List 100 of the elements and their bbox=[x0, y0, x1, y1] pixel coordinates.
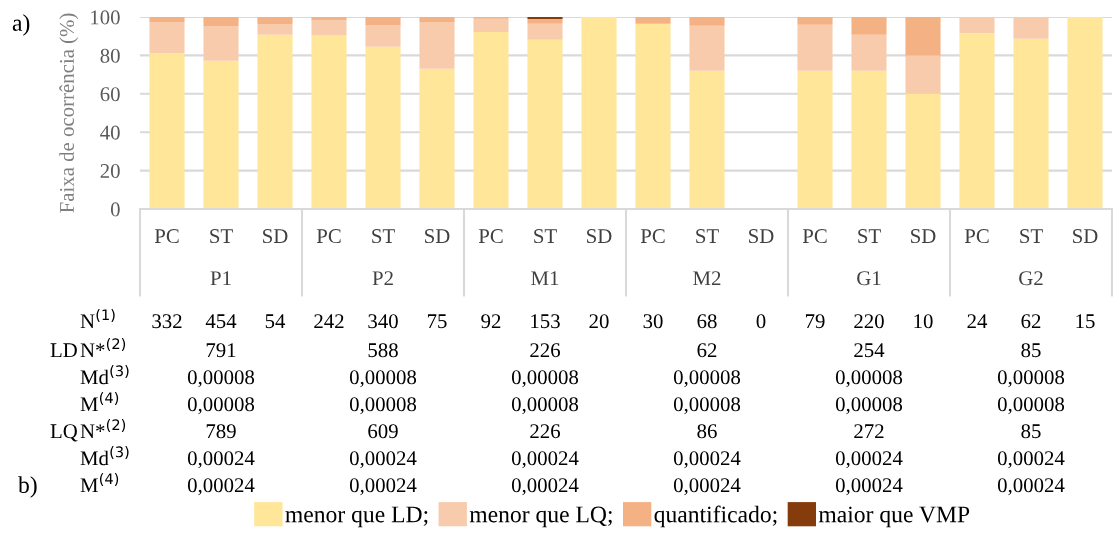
y-tick-label: 0 bbox=[110, 202, 120, 217]
text: 791 bbox=[206, 343, 236, 358]
text: 15 bbox=[1076, 314, 1095, 329]
text: 0,00024 bbox=[187, 478, 255, 496]
bar bbox=[1013, 17, 1049, 39]
x-tick-label: PC bbox=[640, 229, 665, 244]
bar bbox=[527, 39, 563, 209]
bar bbox=[419, 17, 455, 22]
text: 454 bbox=[205, 314, 237, 329]
text: 220 bbox=[854, 314, 884, 329]
bar bbox=[149, 21, 185, 54]
bar bbox=[419, 68, 455, 209]
bar bbox=[365, 46, 401, 209]
bar bbox=[851, 34, 887, 71]
x-tick-label: ST bbox=[372, 229, 395, 244]
x-tick-label: ST bbox=[210, 229, 233, 244]
x-tick-label: PC bbox=[802, 229, 827, 244]
text: N*$^{(2)}$ bbox=[80, 418, 126, 439]
y-tick-label: 60 bbox=[100, 87, 120, 102]
bar bbox=[851, 17, 887, 35]
bar bbox=[419, 21, 455, 69]
bar bbox=[959, 17, 995, 34]
text: 609 bbox=[368, 424, 398, 439]
bar bbox=[311, 20, 347, 36]
bar bbox=[689, 70, 725, 209]
bar bbox=[257, 34, 293, 209]
text: N$^{(1)}$ bbox=[80, 308, 115, 329]
x-tick-label: SD bbox=[1073, 229, 1098, 244]
text: 79 bbox=[805, 314, 825, 329]
bar bbox=[365, 25, 401, 47]
bar bbox=[689, 25, 725, 71]
text: 30 bbox=[643, 314, 663, 329]
text: 68 bbox=[697, 314, 717, 329]
text: a) bbox=[12, 14, 30, 36]
x-tick-label: PC bbox=[478, 229, 503, 244]
legend-label: menor que LD; bbox=[285, 506, 428, 528]
y-tick-label: 100 bbox=[91, 10, 120, 25]
text: 0,00008 bbox=[673, 370, 741, 388]
text: 0,00008 bbox=[187, 397, 255, 415]
text: 0,00008 bbox=[511, 370, 579, 388]
text: 0,00024 bbox=[997, 478, 1065, 496]
bar bbox=[203, 60, 239, 209]
text: 0,00024 bbox=[349, 478, 417, 496]
x-tick-label: PC bbox=[316, 229, 341, 244]
text: P2 bbox=[372, 271, 393, 286]
x-tick-label: SD bbox=[911, 229, 936, 244]
text: 24 bbox=[967, 314, 988, 329]
x-tick-label: ST bbox=[858, 229, 881, 244]
text: 0,00024 bbox=[997, 451, 1065, 469]
text: 0,00024 bbox=[673, 478, 741, 496]
text: 272 bbox=[854, 424, 884, 439]
text: 75 bbox=[427, 314, 447, 329]
text: 332 bbox=[152, 314, 182, 329]
text: LQ bbox=[50, 424, 78, 442]
x-tick-label: ST bbox=[696, 229, 719, 244]
text: 92 bbox=[481, 314, 501, 329]
text: 242 bbox=[314, 314, 344, 329]
text: 226 bbox=[530, 343, 560, 358]
text: b) bbox=[18, 476, 37, 498]
text: 340 bbox=[368, 314, 398, 329]
bar bbox=[149, 53, 185, 209]
bar bbox=[473, 18, 509, 32]
legend-label: menor que LQ; bbox=[469, 506, 612, 528]
text: G1 bbox=[857, 271, 881, 286]
bar bbox=[905, 17, 941, 56]
bar bbox=[797, 24, 833, 71]
text: G2 bbox=[1019, 271, 1043, 286]
text: 0,00024 bbox=[511, 478, 579, 496]
bar bbox=[311, 17, 347, 21]
bar bbox=[689, 17, 725, 26]
text: 588 bbox=[368, 343, 398, 358]
text: Md$^{(3)}$ bbox=[80, 365, 129, 385]
bar bbox=[203, 26, 239, 61]
bar bbox=[311, 35, 347, 209]
text: 0,00024 bbox=[349, 451, 417, 469]
text: 20 bbox=[589, 314, 609, 329]
y-tick-label: 20 bbox=[100, 163, 120, 179]
x-tick-label: SD bbox=[263, 229, 288, 244]
bar bbox=[527, 23, 563, 40]
text: 0 bbox=[756, 314, 766, 329]
bar bbox=[257, 17, 293, 25]
bar bbox=[851, 70, 887, 209]
bar bbox=[635, 17, 671, 24]
bar bbox=[527, 18, 563, 24]
text: 0,00024 bbox=[673, 451, 741, 469]
text: 0,00024 bbox=[187, 451, 255, 469]
bar bbox=[797, 70, 833, 209]
y-axis-title: Faixa de ocorrência (%) bbox=[59, 13, 79, 213]
text: 0,00024 bbox=[835, 451, 903, 469]
text: 86 bbox=[697, 424, 717, 439]
bar bbox=[203, 17, 239, 27]
text: 0,00008 bbox=[349, 397, 417, 415]
text: 0,00008 bbox=[997, 397, 1065, 415]
text: 62 bbox=[697, 343, 717, 358]
text: 0,00008 bbox=[349, 370, 417, 388]
bar bbox=[257, 24, 293, 35]
x-tick-label: PC bbox=[964, 229, 989, 244]
text: 0,00024 bbox=[835, 478, 903, 496]
bar bbox=[365, 17, 401, 26]
bar bbox=[1067, 17, 1103, 209]
